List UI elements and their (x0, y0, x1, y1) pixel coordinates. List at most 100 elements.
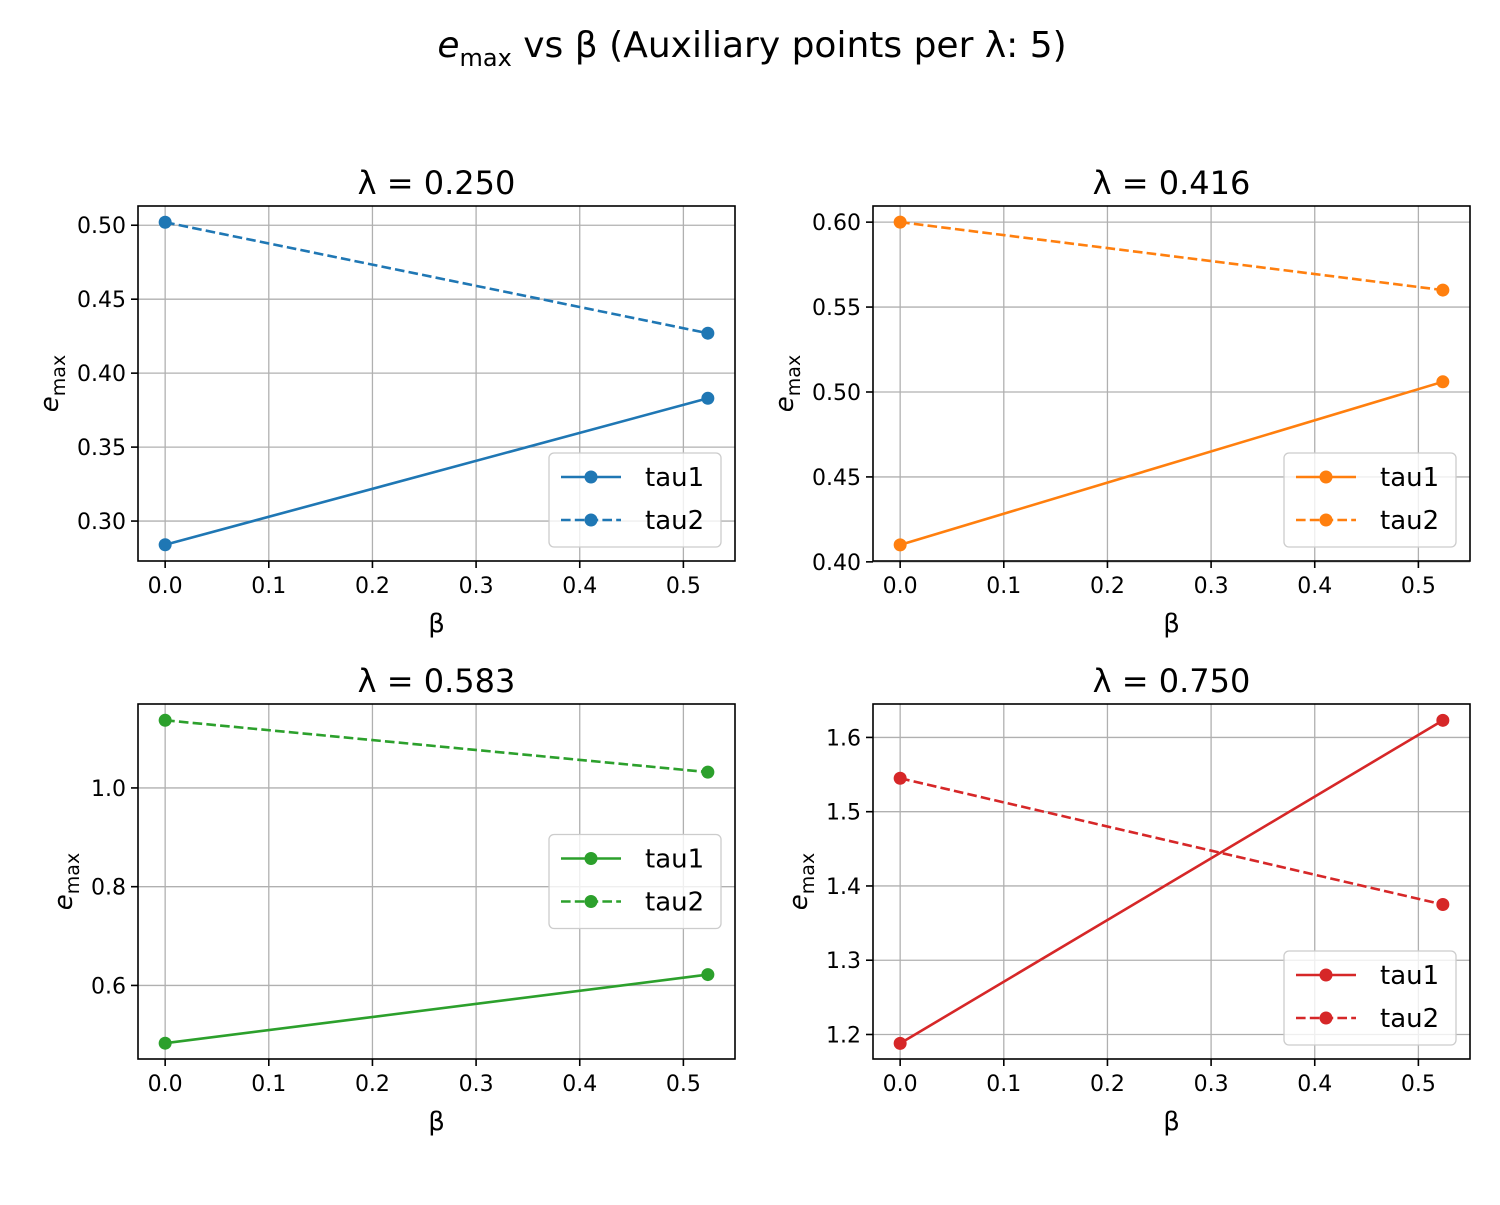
y-axis-label-subscript: max (783, 355, 805, 396)
y-tick-label: 0.50 (812, 381, 861, 406)
legend-marker-tau1 (584, 852, 598, 865)
legend: tau1 tau2 (1283, 452, 1457, 548)
y-tick-label: 1.4 (826, 875, 861, 900)
figure-title: emax vs β (Auxiliary points per λ: 5) (437, 25, 1066, 72)
legend-label-tau1: tau1 (1380, 961, 1439, 991)
x-tick-label: 0.2 (355, 574, 390, 599)
y-axis-label-subscript: max (797, 853, 819, 894)
legend-label-tau2: tau2 (1380, 506, 1439, 536)
legend-label-tau1: tau1 (1380, 463, 1439, 493)
x-tick-label: 0.5 (1401, 574, 1436, 599)
legend: tau1 tau2 (1283, 950, 1457, 1046)
y-tick-label: 0.45 (812, 466, 861, 491)
legend-label-tau1: tau1 (645, 845, 704, 875)
data-point-tau1 (701, 968, 715, 982)
y-axis-label: emax (49, 853, 84, 910)
legend-marker-tau2 (584, 895, 598, 908)
x-tick-label: 0.0 (148, 574, 183, 599)
y-tick-label: 0.40 (77, 362, 126, 387)
subplot-title: λ = 0.416 (1093, 164, 1251, 202)
data-point-tau2 (158, 215, 172, 229)
legend-label-tau2: tau2 (645, 888, 704, 918)
legend-marker-tau1 (584, 470, 598, 484)
data-point-tau1 (701, 391, 715, 405)
subplot-title: λ = 0.750 (1093, 662, 1251, 700)
x-tick-label: 0.1 (251, 574, 286, 599)
y-tick-label: 0.55 (812, 296, 861, 321)
axes-frame (137, 205, 736, 562)
series-line-tau1 (163, 973, 710, 1045)
y-axis-label-main: e (35, 396, 65, 412)
data-point-tau1 (158, 1036, 172, 1050)
data-point-tau1 (893, 1036, 907, 1050)
x-axis-label: β (1163, 609, 1180, 639)
y-axis-label-subscript: max (62, 853, 84, 894)
y-tick-label: 0.40 (812, 551, 861, 576)
data-point-tau2 (893, 771, 907, 785)
data-point-tau2 (1436, 283, 1450, 297)
series-line-tau1 (898, 380, 1445, 547)
data-point-tau2 (701, 326, 715, 340)
y-axis-label: emax (770, 355, 805, 412)
subplot-title: λ = 0.583 (358, 662, 516, 700)
x-tick-label: 0.3 (459, 574, 494, 599)
x-axis-label: β (1163, 1107, 1180, 1137)
x-tick-label: 0.4 (562, 1072, 597, 1097)
x-tick-label: 0.3 (1194, 1072, 1229, 1097)
y-tick-label: 0.60 (812, 211, 861, 236)
axes-frame (137, 703, 736, 1060)
x-tick-label: 0.2 (355, 1072, 390, 1097)
x-tick-label: 0.5 (666, 1072, 701, 1097)
x-tick-label: 0.2 (1090, 574, 1125, 599)
series-line-tau2 (164, 220, 709, 335)
legend-label-tau2: tau2 (645, 506, 704, 536)
data-point-tau2 (158, 713, 172, 727)
axes-container: 0.0 0.1 0.2 0.3 0.4 0.5 0.30 0.35 0.40 0.45 0.50 λ … (35, 164, 1471, 1137)
y-axis-label-main: e (784, 894, 814, 910)
y-tick-label: 0.35 (77, 436, 126, 461)
legend-label-tau1: tau1 (645, 463, 704, 493)
legend-marker-tau1 (1319, 470, 1333, 484)
y-axis-label: emax (35, 355, 70, 412)
subplot-title: λ = 0.250 (358, 164, 516, 202)
legend-marker-tau2 (584, 513, 598, 527)
axes-frame (872, 703, 1471, 1060)
x-tick-label: 0.2 (1090, 1072, 1125, 1097)
figure-title-main: e (437, 25, 459, 66)
legend-marker-tau2 (1319, 1011, 1333, 1025)
y-tick-label: 1.3 (826, 949, 861, 974)
y-axis-label: emax (784, 853, 819, 910)
x-tick-label: 0.5 (1401, 1072, 1436, 1097)
x-tick-label: 0.1 (986, 1072, 1021, 1097)
x-axis-label: β (428, 609, 445, 639)
data-point-tau1 (1436, 375, 1450, 389)
y-tick-label: 1.2 (826, 1023, 861, 1048)
legend-marker-tau1 (1319, 968, 1333, 982)
x-tick-label: 0.0 (883, 1072, 918, 1097)
x-tick-label: 0.3 (1194, 574, 1229, 599)
series-line-tau2 (165, 718, 708, 774)
y-tick-label: 1.6 (826, 726, 861, 751)
x-tick-label: 0.4 (1297, 574, 1332, 599)
legend: tau1 tau2 (548, 452, 722, 548)
series-line-tau1 (163, 396, 710, 547)
y-tick-label: 1.0 (91, 777, 126, 802)
x-axis-label: β (428, 1107, 445, 1137)
y-axis-label-main: e (770, 396, 800, 412)
y-tick-label: 0.6 (91, 974, 126, 999)
x-tick-label: 0.0 (883, 574, 918, 599)
x-tick-label: 0.1 (986, 574, 1021, 599)
series-line-tau2 (899, 220, 1444, 292)
data-point-tau2 (1436, 898, 1450, 912)
data-point-tau1 (1436, 713, 1450, 727)
x-tick-label: 0.5 (666, 574, 701, 599)
y-tick-label: 0.8 (91, 876, 126, 901)
legend-label-tau2: tau2 (1380, 1004, 1439, 1034)
subplot-3: 0.0 0.1 0.2 0.3 0.4 0.5 0.6 0.8 1.0 λ = 0.583 β ema… (49, 662, 736, 1137)
subplot-1: 0.0 0.1 0.2 0.3 0.4 0.5 0.30 0.35 0.40 0.45 0.50 λ … (35, 164, 736, 639)
y-axis-label-main: e (49, 894, 79, 910)
y-axis-label-subscript: max (48, 355, 70, 396)
